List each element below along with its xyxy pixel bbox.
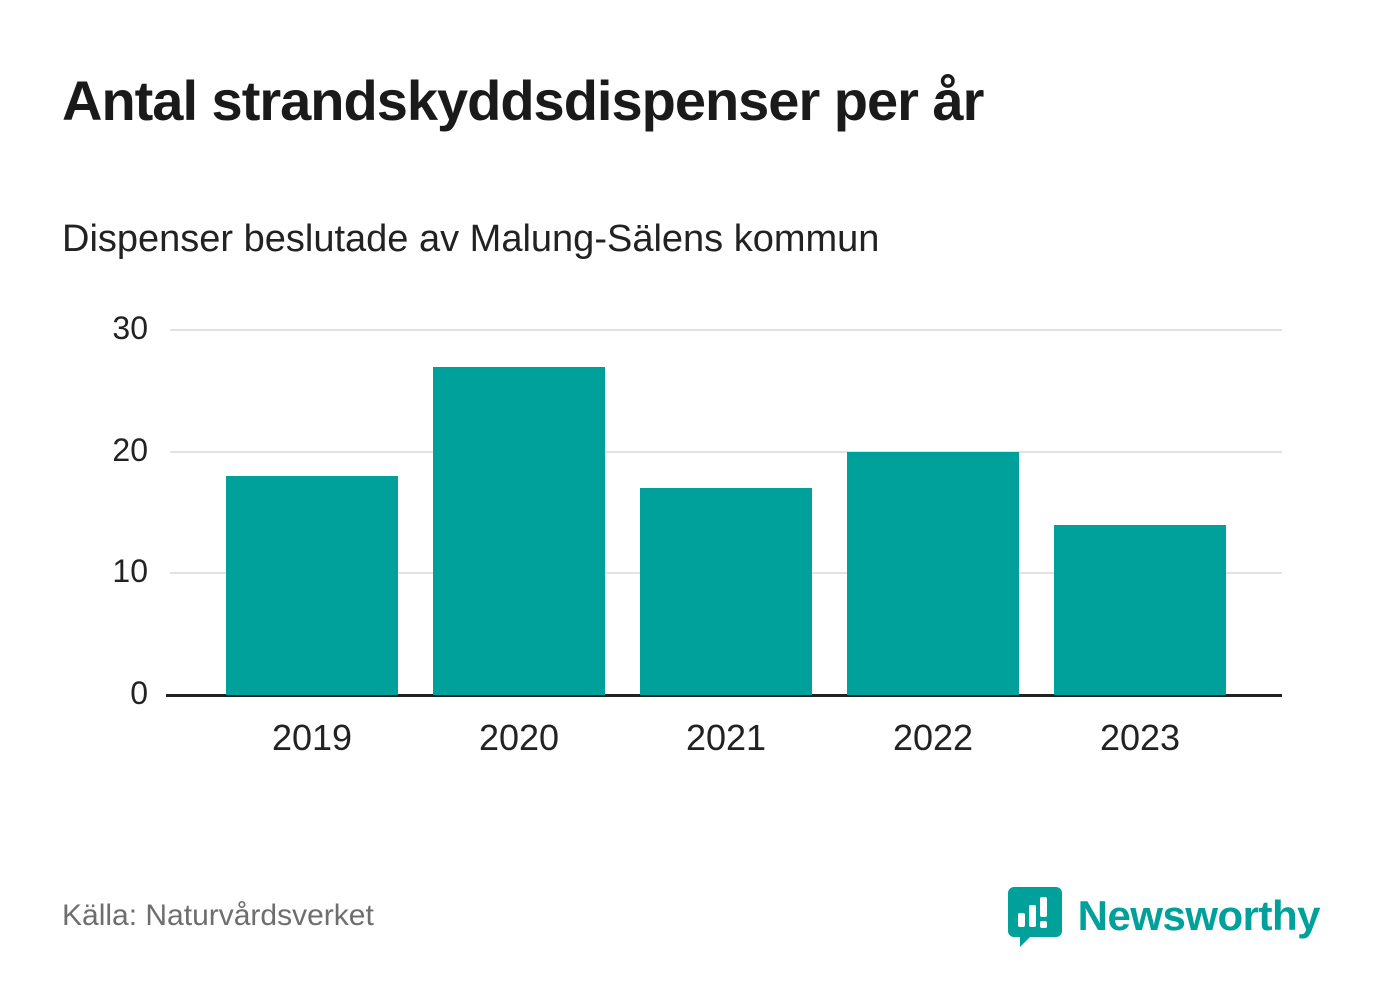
- y-tick-label-20: 20: [112, 431, 148, 468]
- x-tick-label-2021: 2021: [685, 717, 767, 758]
- source-caption: Källa: Naturvårdsverket: [62, 899, 374, 932]
- gridline-y-30: [170, 329, 1282, 331]
- bar-slot-2023: 2023: [1054, 330, 1226, 758]
- x-tick-label-2020: 2020: [478, 717, 560, 758]
- x-axis-line: [166, 694, 1282, 697]
- bar-slot-2020: 2020: [433, 330, 605, 758]
- chart-title: Antal strandskyddsdispenser per år: [62, 69, 984, 132]
- brand-name: Newsworthy: [1077, 892, 1321, 939]
- footer: Källa: Naturvårdsverket Newsworthy: [62, 885, 1321, 947]
- bar-2023: [1054, 524, 1226, 695]
- y-tick-label-10: 10: [112, 553, 148, 590]
- bar-2019: [226, 476, 398, 695]
- y-tick-label-30: 30: [112, 310, 148, 346]
- bar-2022: [847, 451, 1019, 695]
- gridline-y-20: [170, 450, 1282, 453]
- brand-logo: Newsworthy: [1006, 885, 1321, 947]
- x-tick-label-2019: 2019: [271, 717, 353, 758]
- bar-chart-plot-area: 0 10 20 30 2019 2020 2021 2022 2023: [112, 310, 1282, 758]
- bar-slot-2022: 2022: [847, 330, 1019, 758]
- bar-slot-2021: 2021: [640, 330, 812, 758]
- x-tick-label-2023: 2023: [1099, 717, 1181, 758]
- bar-2020: [433, 366, 605, 695]
- bar-2021: [640, 488, 812, 695]
- chart-subtitle: Dispenser beslutade av Malung-Sälens kom…: [62, 218, 880, 260]
- x-tick-label-2022: 2022: [892, 717, 974, 758]
- newsworthy-logo-icon: [1007, 887, 1062, 947]
- bars-group: 2019 2020 2021 2022 2023: [170, 330, 1282, 758]
- bar-slot-2019: 2019: [226, 330, 398, 758]
- y-tick-label-0: 0: [130, 675, 148, 711]
